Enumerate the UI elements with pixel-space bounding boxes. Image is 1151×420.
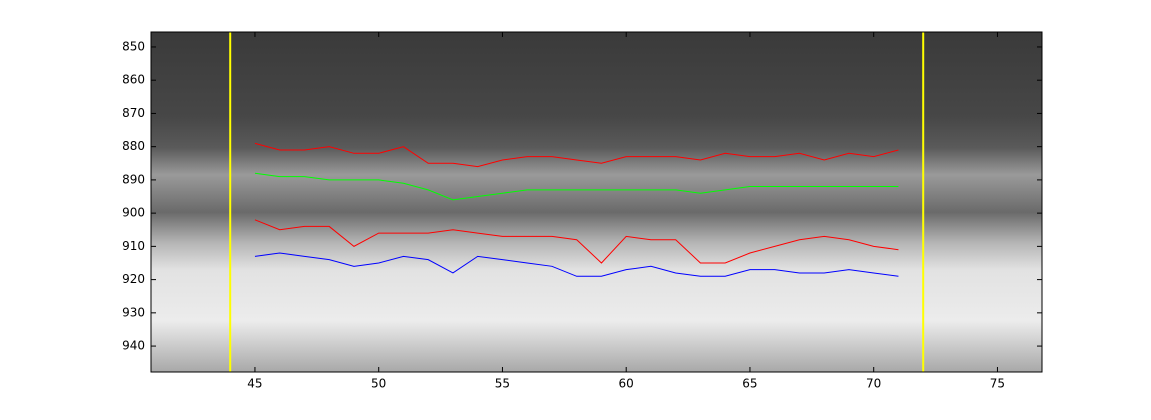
y-tick-label: 900 [122, 206, 145, 220]
data-line [254, 172, 899, 201]
y-tick-label: 860 [122, 73, 145, 87]
axes-box [150, 31, 1043, 373]
data-line [254, 219, 899, 264]
y-tick-label: 880 [122, 139, 145, 153]
y-tick-label: 940 [122, 339, 145, 353]
x-tick-label: 65 [742, 377, 757, 391]
y-tick-label: 910 [122, 239, 145, 253]
y-tick-label: 850 [122, 39, 145, 53]
x-tick-label: 55 [495, 377, 510, 391]
x-tick-label: 45 [247, 377, 262, 391]
x-tick-label: 70 [866, 377, 881, 391]
plot-area [229, 32, 925, 372]
y-tick-label: 930 [122, 305, 145, 319]
y-tick-label: 890 [122, 172, 145, 186]
y-tick-label: 920 [122, 272, 145, 286]
data-line [254, 142, 899, 168]
x-tick-label: 75 [990, 377, 1005, 391]
y-tick-label: 870 [122, 106, 145, 120]
image-background [151, 32, 1042, 372]
x-tick-label: 60 [619, 377, 634, 391]
data-line [254, 252, 899, 277]
x-tick-label: 50 [371, 377, 386, 391]
